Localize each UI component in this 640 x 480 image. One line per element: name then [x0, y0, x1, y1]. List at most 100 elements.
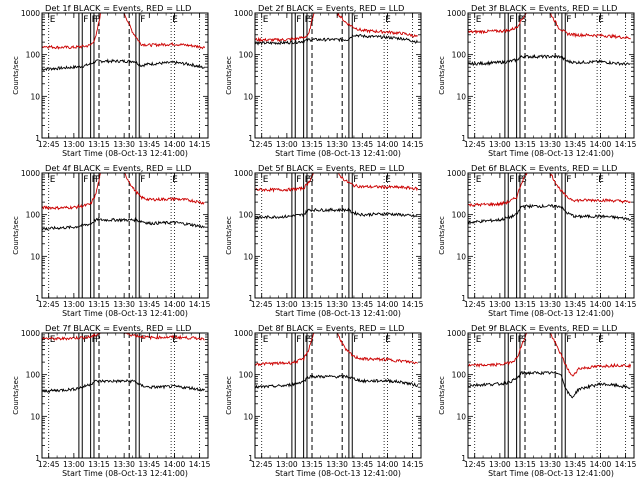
- event-marker-label: F: [353, 175, 358, 185]
- event-marker-label: E: [598, 15, 604, 25]
- x-tick-label: 13:30: [326, 140, 348, 149]
- x-tick-label: 13:15: [301, 140, 323, 149]
- y-tick-label: 1000: [447, 329, 466, 338]
- x-tick-label: 14:00: [164, 300, 186, 309]
- x-tick-label: 13:15: [301, 460, 323, 469]
- y-tick-label: 1: [248, 294, 253, 303]
- y-tick-label: 1000: [234, 9, 253, 18]
- x-tick-label: 14:00: [377, 460, 399, 469]
- y-tick-label: 100: [26, 211, 41, 220]
- event-marker-label: F: [566, 15, 571, 25]
- x-tick-label: 13:15: [514, 300, 536, 309]
- event-marker-label: F: [83, 175, 88, 185]
- event-marker-label: E: [476, 15, 482, 25]
- y-tick-label: 1000: [447, 169, 466, 178]
- x-tick-label: 13:30: [326, 460, 348, 469]
- event-marker-label: F: [566, 335, 571, 345]
- x-tick-label: 14:15: [615, 300, 637, 309]
- x-tick-label: 14:00: [377, 300, 399, 309]
- event-marker-label: F: [509, 15, 514, 25]
- event-marker-label: E: [172, 175, 178, 185]
- x-tick-label: 13:30: [326, 300, 348, 309]
- x-axis-label: Start Time (08-Oct-13 12:41:00): [275, 149, 401, 158]
- event-marker-label: S: [521, 175, 527, 185]
- lld-series-line: [468, 173, 631, 208]
- y-axis-label: Counts/sec: [225, 376, 233, 415]
- x-tick-label: 12:45: [251, 300, 273, 309]
- events-series-line: [42, 58, 205, 72]
- detector-chart-2: Det 2f BLACK = Events, RED = LLDEFFSFE11…: [225, 3, 424, 158]
- events-series-line: [255, 33, 419, 46]
- y-tick-label: 100: [452, 51, 467, 60]
- event-marker-label: F: [140, 175, 145, 185]
- event-marker-label: F: [83, 15, 88, 25]
- event-marker-label: E: [50, 15, 56, 25]
- y-tick-label: 100: [26, 51, 41, 60]
- y-tick-label: 1: [35, 454, 40, 463]
- x-tick-label: 13:00: [63, 300, 85, 309]
- detector-chart-4: Det 4f BLACK = Events, RED = LLDEFFPFE11…: [12, 163, 211, 318]
- event-marker-label: P: [95, 175, 101, 185]
- events-series-line: [255, 207, 418, 220]
- event-marker-label: F: [509, 175, 514, 185]
- chart-title: Det 7f BLACK = Events, RED = LLD: [45, 323, 191, 333]
- chart-title: Det 9f BLACK = Events, RED = LLD: [471, 323, 617, 333]
- x-tick-label: 14:15: [189, 460, 211, 469]
- y-tick-label: 100: [239, 51, 254, 60]
- x-tick-label: 13:00: [489, 300, 511, 309]
- events-series-line: [255, 374, 419, 389]
- x-axis-label: Start Time (08-Oct-13 12:41:00): [488, 309, 614, 318]
- y-axis-label: Counts/sec: [225, 216, 233, 255]
- y-axis-label: Counts/sec: [225, 56, 233, 95]
- x-tick-label: 13:45: [139, 300, 161, 309]
- lld-series-line: [42, 13, 205, 50]
- x-tick-label: 13:45: [565, 460, 587, 469]
- y-tick-label: 10: [243, 92, 253, 101]
- chart-title: Det 3f BLACK = Events, RED = LLD: [471, 3, 617, 13]
- x-tick-label: 14:00: [590, 140, 612, 149]
- y-tick-label: 1000: [447, 9, 466, 18]
- x-axis-label: Start Time (08-Oct-13 12:41:00): [62, 309, 188, 318]
- x-tick-label: 13:00: [63, 140, 85, 149]
- event-marker-label: E: [476, 335, 482, 345]
- detector-chart-6: Det 6f BLACK = Events, RED = LLDEFFSFE11…: [438, 163, 637, 318]
- chart-title: Det 2f BLACK = Events, RED = LLD: [258, 3, 404, 13]
- x-tick-label: 12:45: [38, 140, 60, 149]
- x-tick-label: 14:15: [402, 300, 424, 309]
- detector-chart-7: Det 7f BLACK = Events, RED = LLDEFFPFE11…: [12, 323, 211, 478]
- chart-title: Det 6f BLACK = Events, RED = LLD: [471, 163, 617, 173]
- x-tick-label: 12:45: [464, 300, 486, 309]
- x-tick-label: 13:30: [539, 300, 561, 309]
- plot-frame: [467, 332, 635, 459]
- lld-series-line: [468, 13, 631, 40]
- x-tick-label: 13:45: [352, 460, 374, 469]
- x-tick-label: 14:00: [164, 460, 186, 469]
- y-tick-label: 1: [35, 294, 40, 303]
- event-marker-label: E: [172, 15, 178, 25]
- x-tick-label: 13:15: [301, 300, 323, 309]
- x-tick-label: 13:30: [539, 460, 561, 469]
- x-tick-label: 13:15: [88, 300, 110, 309]
- events-series-line: [468, 53, 631, 67]
- x-tick-label: 14:15: [402, 460, 424, 469]
- y-tick-label: 10: [30, 252, 40, 261]
- plot-frame: [467, 12, 635, 139]
- y-axis-label: Counts/sec: [438, 56, 446, 95]
- event-marker-label: E: [263, 15, 269, 25]
- event-marker-label: F: [353, 335, 358, 345]
- event-marker-label: E: [263, 175, 269, 185]
- x-tick-label: 13:00: [63, 460, 85, 469]
- event-marker-label: F: [140, 15, 145, 25]
- y-tick-label: 100: [239, 211, 254, 220]
- x-tick-label: 12:45: [464, 460, 486, 469]
- event-marker-label: S: [308, 335, 314, 345]
- y-tick-label: 100: [26, 371, 41, 380]
- lld-series-line: [255, 173, 419, 193]
- x-tick-label: 13:30: [113, 460, 135, 469]
- x-axis-label: Start Time (08-Oct-13 12:41:00): [275, 469, 401, 478]
- x-tick-label: 13:45: [352, 300, 374, 309]
- x-tick-label: 13:00: [489, 460, 511, 469]
- y-tick-label: 100: [452, 371, 467, 380]
- event-marker-label: F: [140, 335, 145, 345]
